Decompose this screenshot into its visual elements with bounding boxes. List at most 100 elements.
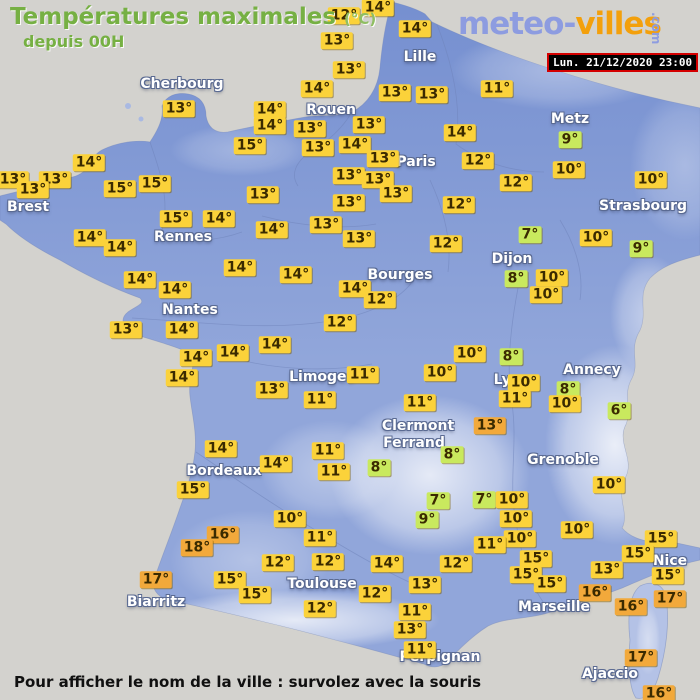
- temp-label[interactable]: 13°: [293, 120, 327, 138]
- temp-label[interactable]: 16°: [206, 526, 240, 544]
- temp-label[interactable]: 10°: [499, 510, 533, 528]
- temp-label[interactable]: 14°: [202, 210, 236, 228]
- temp-label[interactable]: 14°: [259, 455, 293, 473]
- temp-label[interactable]: 15°: [103, 180, 137, 198]
- temp-label[interactable]: 6°: [607, 402, 631, 420]
- temp-label[interactable]: 14°: [73, 229, 107, 247]
- temp-label[interactable]: 15°: [233, 137, 267, 155]
- temp-label[interactable]: 16°: [578, 584, 612, 602]
- temp-label[interactable]: 10°: [453, 345, 487, 363]
- temp-label[interactable]: 14°: [165, 321, 199, 339]
- temp-label[interactable]: 15°: [651, 567, 685, 585]
- temp-label[interactable]: 8°: [504, 270, 528, 288]
- temp-label[interactable]: 13°: [309, 216, 343, 234]
- temp-label[interactable]: 9°: [415, 511, 439, 529]
- temp-label[interactable]: 10°: [495, 491, 529, 509]
- temp-label[interactable]: 11°: [498, 390, 532, 408]
- temp-label[interactable]: 14°: [300, 80, 334, 98]
- temp-label[interactable]: 14°: [361, 0, 395, 17]
- temp-label[interactable]: 10°: [579, 229, 613, 247]
- temp-label[interactable]: 10°: [634, 171, 668, 189]
- temp-label[interactable]: 14°: [258, 336, 292, 354]
- temp-label[interactable]: 13°: [332, 194, 366, 212]
- temp-label[interactable]: 14°: [338, 136, 372, 154]
- temp-label[interactable]: 14°: [398, 20, 432, 38]
- temp-label[interactable]: 12°: [261, 554, 295, 572]
- temp-label[interactable]: 15°: [213, 571, 247, 589]
- temp-label[interactable]: 15°: [621, 545, 655, 563]
- temp-label[interactable]: 8°: [367, 459, 391, 477]
- temp-label[interactable]: 15°: [533, 575, 567, 593]
- temp-label[interactable]: 8°: [499, 348, 523, 366]
- temp-label[interactable]: 10°: [503, 530, 537, 548]
- temp-label[interactable]: 13°: [379, 185, 413, 203]
- temp-label[interactable]: 15°: [644, 530, 678, 548]
- temp-label[interactable]: 14°: [443, 124, 477, 142]
- temp-label[interactable]: 14°: [123, 271, 157, 289]
- temp-label[interactable]: 10°: [548, 395, 582, 413]
- temp-label[interactable]: 14°: [216, 344, 250, 362]
- temp-label[interactable]: 13°: [378, 84, 412, 102]
- temp-label[interactable]: 12°: [303, 600, 337, 618]
- temp-label[interactable]: 12°: [461, 152, 495, 170]
- temp-label[interactable]: 13°: [16, 181, 50, 199]
- temp-label[interactable]: 13°: [301, 139, 335, 157]
- temp-label[interactable]: 11°: [303, 529, 337, 547]
- temp-label[interactable]: 14°: [223, 259, 257, 277]
- temp-label[interactable]: 11°: [403, 641, 437, 659]
- temp-label[interactable]: 10°: [273, 510, 307, 528]
- temp-label[interactable]: 9°: [629, 240, 653, 258]
- temp-label[interactable]: 15°: [176, 481, 210, 499]
- temp-label[interactable]: 14°: [72, 154, 106, 172]
- temp-label[interactable]: 11°: [303, 391, 337, 409]
- temp-label[interactable]: 11°: [480, 80, 514, 98]
- temp-label[interactable]: 11°: [398, 603, 432, 621]
- temp-label[interactable]: 13°: [246, 186, 280, 204]
- temp-label[interactable]: 12°: [429, 235, 463, 253]
- temp-label[interactable]: 14°: [103, 239, 137, 257]
- temp-label[interactable]: 13°: [162, 100, 196, 118]
- temp-label[interactable]: 16°: [642, 685, 676, 700]
- temp-label[interactable]: 15°: [159, 210, 193, 228]
- temp-label[interactable]: 12°: [439, 555, 473, 573]
- temp-label[interactable]: 9°: [558, 131, 582, 149]
- temp-label[interactable]: 10°: [535, 269, 569, 287]
- temp-label[interactable]: 13°: [361, 171, 395, 189]
- temp-label[interactable]: 8°: [440, 446, 464, 464]
- temp-label[interactable]: 12°: [323, 314, 357, 332]
- temp-label[interactable]: 12°: [499, 174, 533, 192]
- temp-label[interactable]: 13°: [415, 86, 449, 104]
- temp-label[interactable]: 14°: [204, 440, 238, 458]
- temp-label[interactable]: 13°: [590, 561, 624, 579]
- temp-label[interactable]: 10°: [560, 521, 594, 539]
- temp-label[interactable]: 14°: [158, 281, 192, 299]
- temp-label[interactable]: 13°: [408, 576, 442, 594]
- temp-label[interactable]: 10°: [529, 286, 563, 304]
- temp-label[interactable]: 10°: [423, 364, 457, 382]
- temp-label[interactable]: 15°: [509, 566, 543, 584]
- temp-label[interactable]: 14°: [279, 266, 313, 284]
- temp-label[interactable]: 11°: [317, 463, 351, 481]
- temp-label[interactable]: 13°: [366, 150, 400, 168]
- temp-label[interactable]: 13°: [332, 167, 366, 185]
- temp-label[interactable]: 13°: [255, 381, 289, 399]
- temp-label[interactable]: 18°: [180, 539, 214, 557]
- temp-label[interactable]: 10°: [507, 374, 541, 392]
- temp-label[interactable]: 14°: [165, 369, 199, 387]
- temp-label[interactable]: 13°: [393, 621, 427, 639]
- temp-label[interactable]: 13°: [109, 321, 143, 339]
- temp-label[interactable]: 17°: [624, 649, 658, 667]
- temp-label[interactable]: 13°: [352, 116, 386, 134]
- temp-label[interactable]: 15°: [238, 586, 272, 604]
- temp-label[interactable]: 12°: [327, 7, 361, 25]
- temp-label[interactable]: 12°: [311, 553, 345, 571]
- temp-label[interactable]: 10°: [552, 161, 586, 179]
- temp-label[interactable]: 15°: [519, 550, 553, 568]
- temp-label[interactable]: 11°: [346, 366, 380, 384]
- temp-label[interactable]: 17°: [653, 590, 687, 608]
- temp-label[interactable]: 14°: [370, 555, 404, 573]
- temp-label[interactable]: 11°: [311, 442, 345, 460]
- temp-label[interactable]: 13°: [342, 230, 376, 248]
- temp-label[interactable]: 13°: [473, 417, 507, 435]
- temp-label[interactable]: 7°: [426, 492, 450, 510]
